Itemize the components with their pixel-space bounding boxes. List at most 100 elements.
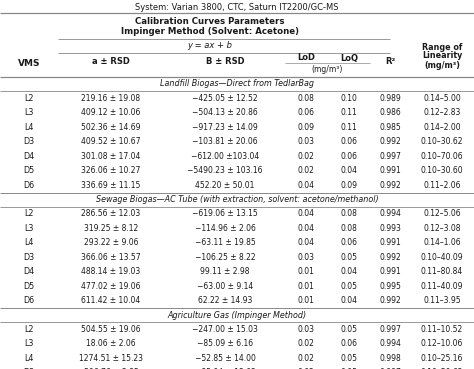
Text: 0.998: 0.998 bbox=[379, 354, 401, 363]
Text: 0.09: 0.09 bbox=[340, 181, 357, 190]
Text: 0.991: 0.991 bbox=[379, 238, 401, 247]
Text: 0.05: 0.05 bbox=[340, 253, 357, 262]
Text: LoQ: LoQ bbox=[340, 54, 358, 62]
Text: −504.13 ± 20.86: −504.13 ± 20.86 bbox=[192, 108, 258, 117]
Text: −85.09 ± 6.16: −85.09 ± 6.16 bbox=[197, 339, 253, 348]
Text: 0.02: 0.02 bbox=[298, 368, 314, 369]
Text: 0.06: 0.06 bbox=[340, 152, 357, 161]
Text: L4: L4 bbox=[24, 123, 34, 132]
Text: 0.10–30.60: 0.10–30.60 bbox=[421, 166, 463, 175]
Text: D3: D3 bbox=[23, 368, 35, 369]
Text: −85.04 ± 13.02: −85.04 ± 13.02 bbox=[194, 368, 255, 369]
Text: L2: L2 bbox=[24, 209, 34, 218]
Text: −103.81 ± 20.06: −103.81 ± 20.06 bbox=[192, 137, 258, 146]
Text: D6: D6 bbox=[23, 181, 35, 190]
Text: 0.992: 0.992 bbox=[379, 296, 401, 305]
Text: R²: R² bbox=[385, 56, 395, 66]
Text: 0.992: 0.992 bbox=[379, 253, 401, 262]
Text: 0.14–2.00: 0.14–2.00 bbox=[423, 123, 461, 132]
Text: 62.22 ± 14.93: 62.22 ± 14.93 bbox=[198, 296, 252, 305]
Text: 0.995: 0.995 bbox=[379, 282, 401, 291]
Text: 0.10–40.09: 0.10–40.09 bbox=[421, 253, 463, 262]
Text: Sewage Biogas—AC Tube (with extraction, solvent: acetone/methanol): Sewage Biogas—AC Tube (with extraction, … bbox=[96, 195, 378, 204]
Text: −106.25 ± 8.22: −106.25 ± 8.22 bbox=[195, 253, 255, 262]
Text: 409.52 ± 10.67: 409.52 ± 10.67 bbox=[81, 137, 141, 146]
Text: 0.05: 0.05 bbox=[340, 368, 357, 369]
Text: 0.05: 0.05 bbox=[340, 354, 357, 363]
Text: 0.997: 0.997 bbox=[379, 325, 401, 334]
Text: 452.20 ± 50.01: 452.20 ± 50.01 bbox=[195, 181, 255, 190]
Text: 0.04: 0.04 bbox=[340, 296, 357, 305]
Text: Linearity: Linearity bbox=[422, 52, 462, 61]
Text: 0.12–10.06: 0.12–10.06 bbox=[421, 339, 463, 348]
Text: 0.04: 0.04 bbox=[298, 209, 315, 218]
Text: 504.55 ± 19.06: 504.55 ± 19.06 bbox=[81, 325, 141, 334]
Text: 1274.51 ± 15.23: 1274.51 ± 15.23 bbox=[79, 354, 143, 363]
Text: Landfill Biogas—Direct from TedlarBag: Landfill Biogas—Direct from TedlarBag bbox=[160, 79, 314, 89]
Text: 0.04: 0.04 bbox=[298, 224, 315, 233]
Text: 0.10–25.16: 0.10–25.16 bbox=[421, 354, 463, 363]
Text: LoD: LoD bbox=[297, 54, 315, 62]
Text: 0.11–10.52: 0.11–10.52 bbox=[421, 325, 463, 334]
Text: 0.994: 0.994 bbox=[379, 339, 401, 348]
Text: D6: D6 bbox=[23, 296, 35, 305]
Text: 0.02: 0.02 bbox=[298, 166, 314, 175]
Text: 336.69 ± 11.15: 336.69 ± 11.15 bbox=[82, 181, 141, 190]
Text: a ± RSD: a ± RSD bbox=[92, 56, 130, 66]
Text: −63.00 ± 9.14: −63.00 ± 9.14 bbox=[197, 282, 253, 291]
Text: 409.12 ± 10.06: 409.12 ± 10.06 bbox=[82, 108, 141, 117]
Text: −612.00 ±103.04: −612.00 ±103.04 bbox=[191, 152, 259, 161]
Text: 0.04: 0.04 bbox=[298, 238, 315, 247]
Text: 366.06 ± 13.57: 366.06 ± 13.57 bbox=[81, 253, 141, 262]
Text: 0.06: 0.06 bbox=[340, 238, 357, 247]
Text: 0.11: 0.11 bbox=[341, 123, 357, 132]
Text: L4: L4 bbox=[24, 238, 34, 247]
Text: 0.14–5.00: 0.14–5.00 bbox=[423, 94, 461, 103]
Text: 0.11–3.95: 0.11–3.95 bbox=[423, 296, 461, 305]
Text: 611.42 ± 10.04: 611.42 ± 10.04 bbox=[82, 296, 141, 305]
Text: 506.76 ± 3.85: 506.76 ± 3.85 bbox=[83, 368, 138, 369]
Text: y = ax + b: y = ax + b bbox=[188, 41, 233, 51]
Text: 0.10: 0.10 bbox=[340, 94, 357, 103]
Text: 0.11: 0.11 bbox=[341, 108, 357, 117]
Text: 0.02: 0.02 bbox=[298, 354, 314, 363]
Text: 0.991: 0.991 bbox=[379, 166, 401, 175]
Text: −425.05 ± 12.52: −425.05 ± 12.52 bbox=[192, 94, 258, 103]
Text: L3: L3 bbox=[24, 339, 34, 348]
Text: 0.01: 0.01 bbox=[298, 282, 314, 291]
Text: 0.992: 0.992 bbox=[379, 137, 401, 146]
Text: 0.03: 0.03 bbox=[298, 137, 315, 146]
Text: 0.12–2.83: 0.12–2.83 bbox=[423, 108, 461, 117]
Text: D3: D3 bbox=[23, 253, 35, 262]
Text: 0.11–40.09: 0.11–40.09 bbox=[421, 282, 463, 291]
Text: 0.985: 0.985 bbox=[379, 123, 401, 132]
Text: 0.02: 0.02 bbox=[298, 339, 314, 348]
Text: (mg/m³): (mg/m³) bbox=[312, 65, 343, 73]
Text: D5: D5 bbox=[23, 166, 35, 175]
Text: 0.10–50.62: 0.10–50.62 bbox=[421, 368, 463, 369]
Text: 0.08: 0.08 bbox=[340, 224, 357, 233]
Text: 0.06: 0.06 bbox=[340, 339, 357, 348]
Text: System: Varian 3800, CTC, Saturn IT2200/GC-MS: System: Varian 3800, CTC, Saturn IT2200/… bbox=[135, 3, 339, 11]
Text: 326.06 ± 10.27: 326.06 ± 10.27 bbox=[82, 166, 141, 175]
Text: 301.08 ± 17.04: 301.08 ± 17.04 bbox=[82, 152, 141, 161]
Text: 0.992: 0.992 bbox=[379, 181, 401, 190]
Text: 0.994: 0.994 bbox=[379, 209, 401, 218]
Text: D5: D5 bbox=[23, 282, 35, 291]
Text: B ± RSD: B ± RSD bbox=[206, 56, 244, 66]
Text: L3: L3 bbox=[24, 224, 34, 233]
Text: −247.00 ± 15.03: −247.00 ± 15.03 bbox=[192, 325, 258, 334]
Text: 0.04: 0.04 bbox=[340, 267, 357, 276]
Text: L2: L2 bbox=[24, 94, 34, 103]
Text: 502.36 ± 14.69: 502.36 ± 14.69 bbox=[81, 123, 141, 132]
Text: Range of: Range of bbox=[422, 42, 462, 52]
Text: Impinger Method (Solvent: Acetone): Impinger Method (Solvent: Acetone) bbox=[121, 27, 299, 35]
Text: Calibration Curves Parameters: Calibration Curves Parameters bbox=[135, 17, 285, 25]
Text: 99.11 ± 2.98: 99.11 ± 2.98 bbox=[200, 267, 250, 276]
Text: 0.09: 0.09 bbox=[298, 123, 315, 132]
Text: D4: D4 bbox=[23, 152, 35, 161]
Text: 0.01: 0.01 bbox=[298, 296, 314, 305]
Text: 0.14–1.06: 0.14–1.06 bbox=[423, 238, 461, 247]
Text: 0.02: 0.02 bbox=[298, 152, 314, 161]
Text: 219.16 ± 19.08: 219.16 ± 19.08 bbox=[82, 94, 141, 103]
